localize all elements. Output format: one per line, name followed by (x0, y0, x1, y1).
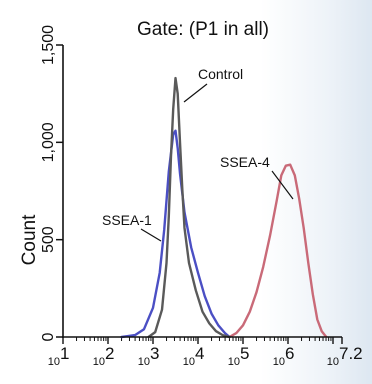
x-tick-label: 10 2 (93, 344, 115, 368)
annotation-control-label: Control (198, 66, 243, 82)
x-tick-label: 10 5 (228, 344, 250, 368)
annotation-ssea-1-label: SSEA-1 (102, 212, 152, 228)
annotation-control-leader (183, 83, 208, 103)
y-tick-label: 1,000 (40, 122, 57, 162)
series-ssea-4-line (228, 163, 328, 339)
axes (62, 45, 342, 338)
x-tick-exponent: 7.2 (339, 344, 363, 363)
x-tick-base: 10 (48, 356, 60, 368)
y-axis-label: Count (19, 214, 40, 265)
x-tick-base: 10 (228, 356, 240, 368)
histogram-series (120, 76, 328, 339)
x-tick-label: 10 7.2 (327, 344, 363, 368)
x-axis-ticks: 10 1 10 2 10 3 10 4 10 5 10 6 10 7.2 (48, 337, 363, 368)
x-tick-base: 10 (327, 356, 339, 368)
x-tick-exponent: 5 (240, 344, 249, 363)
annotation-ssea-4-label: SSEA-4 (220, 154, 270, 170)
x-tick-base: 10 (183, 356, 195, 368)
x-tick-exponent: 4 (195, 344, 204, 363)
annotation-ssea-4-leader (271, 170, 294, 200)
y-tick-label: 0 (40, 332, 57, 341)
series-ssea-1-line (120, 129, 231, 339)
x-tick-exponent: 6 (285, 344, 294, 363)
x-tick-base: 10 (273, 356, 285, 368)
series-control-line (147, 76, 231, 339)
chart-title: Gate: (P1 in all) (137, 19, 269, 40)
x-tick-label: 10 1 (48, 344, 70, 368)
annotations: Control SSEA-4 SSEA-1 (102, 66, 294, 242)
x-tick-exponent: 3 (150, 344, 159, 363)
y-tick-label: 500 (40, 226, 57, 253)
x-tick-label: 10 4 (183, 344, 205, 368)
x-tick-base: 10 (138, 356, 150, 368)
x-tick-exponent: 2 (105, 344, 114, 363)
x-tick-exponent: 1 (60, 344, 69, 363)
y-tick-label: 1,500 (40, 25, 57, 65)
x-tick-label: 10 3 (138, 344, 160, 368)
annotation-ssea-1-leader (140, 228, 162, 242)
y-axis-ticks: 0 500 1,000 1,500 (40, 25, 63, 341)
x-tick-base: 10 (93, 356, 105, 368)
x-tick-label: 10 6 (273, 344, 295, 368)
